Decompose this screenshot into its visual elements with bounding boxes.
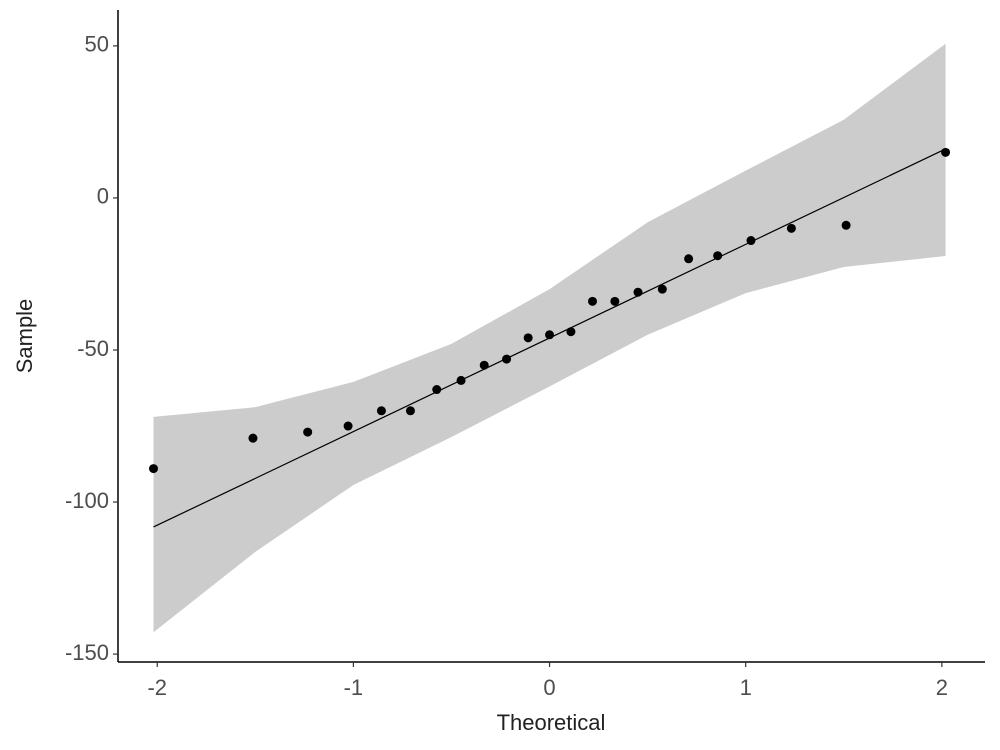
y-tick-label: -150	[65, 640, 109, 665]
y-tick-label: 50	[85, 32, 109, 57]
point	[149, 464, 159, 474]
point	[479, 360, 489, 370]
x-tick-label: -1	[344, 675, 364, 700]
point	[587, 296, 597, 306]
point	[633, 287, 643, 297]
point	[841, 220, 851, 230]
point	[545, 330, 555, 340]
y-axis-title: Sample	[12, 299, 37, 374]
point	[657, 284, 667, 294]
y-tick-label: -50	[77, 336, 109, 361]
x-tick-label: -2	[147, 675, 167, 700]
point	[343, 421, 353, 431]
point	[610, 296, 620, 306]
x-tick-label: 1	[740, 675, 752, 700]
point	[405, 406, 415, 416]
point	[746, 236, 756, 246]
point	[248, 433, 258, 443]
point	[684, 254, 694, 264]
point	[376, 406, 386, 416]
point	[303, 427, 313, 437]
x-tick-label: 2	[936, 675, 948, 700]
y-tick-label: -100	[65, 488, 109, 513]
point	[713, 251, 723, 261]
point	[786, 223, 796, 233]
point	[502, 354, 512, 364]
y-tick-label: 0	[97, 184, 109, 209]
point	[941, 147, 951, 157]
x-tick-label: 0	[543, 675, 555, 700]
point	[432, 385, 442, 395]
point	[523, 333, 533, 343]
point	[456, 375, 466, 385]
x-axis-title: Theoretical	[497, 710, 606, 735]
point	[566, 327, 576, 337]
